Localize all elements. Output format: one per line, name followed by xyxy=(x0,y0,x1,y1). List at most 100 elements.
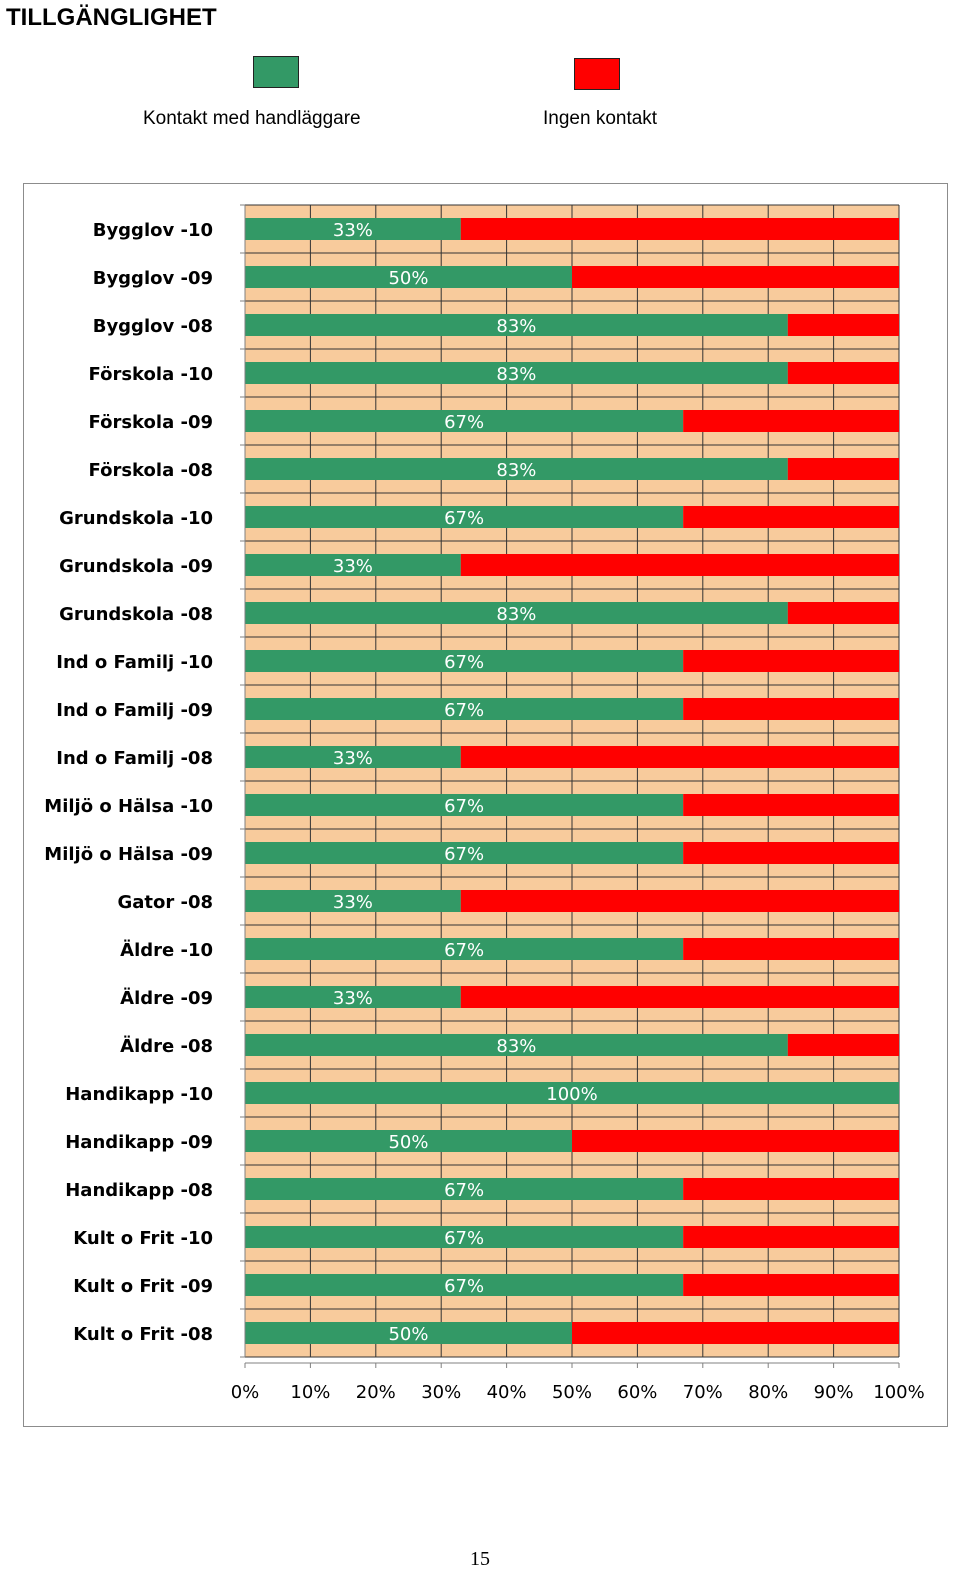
category-label: Förskola -09 xyxy=(89,412,213,433)
data-label: 67% xyxy=(444,1276,484,1297)
category-label: Ind o Familj -10 xyxy=(56,652,213,673)
bar-contact xyxy=(245,458,788,480)
category-label: Förskola -08 xyxy=(89,460,213,481)
category-label: Ind o Familj -08 xyxy=(56,748,213,769)
category-label: Grundskola -09 xyxy=(59,556,213,577)
category-label: Kult o Frit -09 xyxy=(73,1276,213,1297)
bar-contact xyxy=(245,650,684,672)
category-label: Handikapp -10 xyxy=(65,1084,213,1105)
bar-no-contact xyxy=(683,842,899,864)
bar-contact xyxy=(245,554,461,576)
bar-contact xyxy=(245,506,684,528)
category-label: Kult o Frit -10 xyxy=(73,1228,213,1249)
bar-no-contact xyxy=(787,602,899,624)
legend-label-no-contact: Ingen kontakt xyxy=(543,108,658,129)
data-label: 33% xyxy=(333,892,373,913)
x-tick-label: 30% xyxy=(421,1382,461,1403)
category-label: Äldre -10 xyxy=(120,939,213,961)
bar-contact xyxy=(245,602,788,624)
bar-contact xyxy=(245,986,461,1008)
data-label: 100% xyxy=(546,1084,597,1105)
bar-no-contact xyxy=(460,986,899,1008)
category-label: Handikapp -08 xyxy=(65,1180,213,1201)
category-label: Äldre -09 xyxy=(120,987,213,1009)
bar-no-contact xyxy=(572,1322,899,1344)
bar-contact xyxy=(245,314,788,336)
data-label: 67% xyxy=(444,412,484,433)
bar-no-contact xyxy=(460,554,899,576)
bar-no-contact xyxy=(683,794,899,816)
category-label: Ind o Familj -09 xyxy=(56,700,213,721)
bar-no-contact xyxy=(683,938,899,960)
data-label: 83% xyxy=(496,364,536,385)
bar-contact xyxy=(245,1178,684,1200)
bar-contact xyxy=(245,890,461,912)
legend-label-contact: Kontakt med handläggare xyxy=(143,108,361,129)
bar-contact xyxy=(245,1082,899,1104)
bar-contact xyxy=(245,218,461,240)
bar-no-contact xyxy=(683,1178,899,1200)
category-label: Handikapp -09 xyxy=(65,1132,213,1153)
data-label: 67% xyxy=(444,652,484,673)
page-number: 15 xyxy=(470,1548,490,1570)
bar-no-contact xyxy=(787,362,899,384)
bar-no-contact xyxy=(787,458,899,480)
data-label: 83% xyxy=(496,604,536,625)
bar-contact xyxy=(245,1226,684,1248)
category-label: Förskola -10 xyxy=(89,364,213,385)
bar-contact xyxy=(245,1274,684,1296)
x-tick-label: 0% xyxy=(231,1382,260,1403)
category-label: Bygglov -08 xyxy=(93,316,213,337)
data-label: 33% xyxy=(333,556,373,577)
bar-contact xyxy=(245,1322,572,1344)
bar-no-contact xyxy=(572,266,899,288)
category-label: Grundskola -10 xyxy=(59,508,213,529)
data-label: 67% xyxy=(444,700,484,721)
category-label: Bygglov -10 xyxy=(93,220,213,241)
bar-contact xyxy=(245,410,684,432)
category-label: Miljö o Hälsa -09 xyxy=(44,844,213,865)
x-tick-label: 90% xyxy=(814,1382,854,1403)
bar-contact xyxy=(245,1034,788,1056)
data-label: 67% xyxy=(444,796,484,817)
bar-no-contact xyxy=(787,1034,899,1056)
x-tick-label: 50% xyxy=(552,1382,592,1403)
data-label: 67% xyxy=(444,1228,484,1249)
x-tick-label: 40% xyxy=(487,1382,527,1403)
data-label: 83% xyxy=(496,316,536,337)
x-tick-label: 80% xyxy=(748,1382,788,1403)
bar-no-contact xyxy=(683,650,899,672)
data-label: 67% xyxy=(444,940,484,961)
category-label: Bygglov -09 xyxy=(93,268,213,289)
bar-no-contact xyxy=(683,506,899,528)
bar-contact xyxy=(245,266,572,288)
bar-no-contact xyxy=(683,1274,899,1296)
bar-no-contact xyxy=(460,890,899,912)
data-label: 50% xyxy=(388,268,428,289)
page-title: TILLGÄNGLIGHET xyxy=(6,4,217,31)
data-label: 50% xyxy=(388,1324,428,1345)
data-label: 33% xyxy=(333,220,373,241)
bar-no-contact xyxy=(572,1130,899,1152)
bar-contact xyxy=(245,362,788,384)
data-label: 83% xyxy=(496,460,536,481)
data-label: 33% xyxy=(333,748,373,769)
x-tick-label: 100% xyxy=(873,1382,924,1403)
category-label: Kult o Frit -08 xyxy=(73,1324,213,1345)
bar-no-contact xyxy=(683,1226,899,1248)
x-tick-label: 70% xyxy=(683,1382,723,1403)
data-label: 67% xyxy=(444,844,484,865)
data-label: 67% xyxy=(444,1180,484,1201)
bar-no-contact xyxy=(460,218,899,240)
x-tick-label: 60% xyxy=(617,1382,657,1403)
data-label: 83% xyxy=(496,1036,536,1057)
x-tick-label: 20% xyxy=(356,1382,396,1403)
legend-swatch-no-contact xyxy=(574,58,620,90)
bar-contact xyxy=(245,1130,572,1152)
bar-contact xyxy=(245,842,684,864)
legend-swatch-contact xyxy=(253,56,299,88)
bar-no-contact xyxy=(683,410,899,432)
bar-contact xyxy=(245,794,684,816)
x-tick-label: 10% xyxy=(290,1382,330,1403)
